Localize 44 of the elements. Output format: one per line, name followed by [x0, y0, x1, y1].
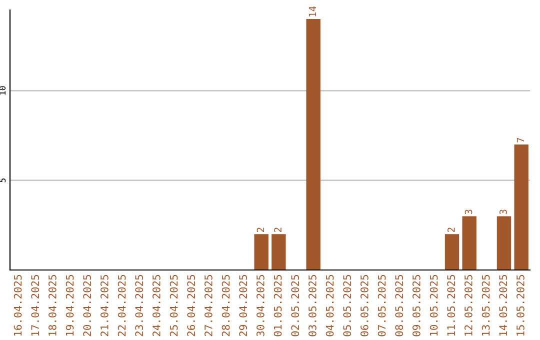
x-tick-label: 11.05.2025: [447, 275, 456, 336]
x-tick-label: 21.04.2025: [100, 275, 108, 336]
x-tick-label: 23.04.2025: [135, 275, 144, 336]
bar: [306, 18, 320, 270]
x-tick-label: 04.05.2025: [326, 275, 334, 336]
data-label: 3: [499, 210, 507, 214]
x-tick-label: 14.05.2025: [499, 275, 508, 336]
x-tick-label: 16.04.2025: [14, 275, 22, 336]
x-tick-label: 02.05.2025: [291, 275, 300, 336]
x-tick-label: 13.05.2025: [482, 275, 490, 336]
bar: [496, 216, 512, 270]
bar: [462, 216, 476, 270]
data-label: 2: [447, 228, 455, 232]
x-tick-label: 10.05.2025: [430, 275, 438, 336]
x-tick-label: 08.05.2025: [395, 275, 404, 336]
data-label: 14: [308, 6, 316, 16]
x-tick-label: 28.04.2025: [222, 275, 230, 336]
x-tick-label: 26.04.2025: [187, 275, 196, 336]
x-tick-label: 19.04.2025: [66, 275, 74, 336]
x-tick-label: 20.04.2025: [83, 275, 92, 336]
x-tick-label: 12.05.2025: [464, 275, 472, 336]
x-tick-label: 18.04.2025: [48, 275, 56, 336]
x-tick-label: 24.04.2025: [152, 275, 160, 336]
x-tick-label: 03.05.2025: [308, 275, 316, 336]
x-tick-label: 29.04.2025: [239, 275, 248, 336]
data-label: 2: [256, 228, 264, 232]
data-label: 3: [464, 210, 472, 214]
x-tick-label: 06.05.2025: [360, 275, 368, 336]
x-tick-label: 25.04.2025: [170, 275, 178, 336]
x-tick-label: 07.05.2025: [378, 275, 386, 336]
bar: [514, 144, 528, 270]
x-tick-label: 09.05.2025: [412, 275, 420, 336]
x-tick-label: 17.04.2025: [31, 275, 40, 336]
x-tick-label: 22.04.2025: [118, 275, 126, 336]
bar: [444, 234, 460, 270]
x-tick-label: 01.05.2025: [274, 275, 282, 336]
data-label: 2: [274, 228, 282, 232]
bar: [254, 234, 268, 270]
data-label: 7: [516, 138, 524, 142]
x-tick-label: 27.04.2025: [204, 275, 212, 336]
bar: [272, 234, 286, 270]
x-tick-label: 30.04.2025: [256, 275, 264, 336]
x-tick-label: 15.05.2025: [516, 275, 524, 336]
x-tick-label: 05.05.2025: [343, 275, 352, 336]
